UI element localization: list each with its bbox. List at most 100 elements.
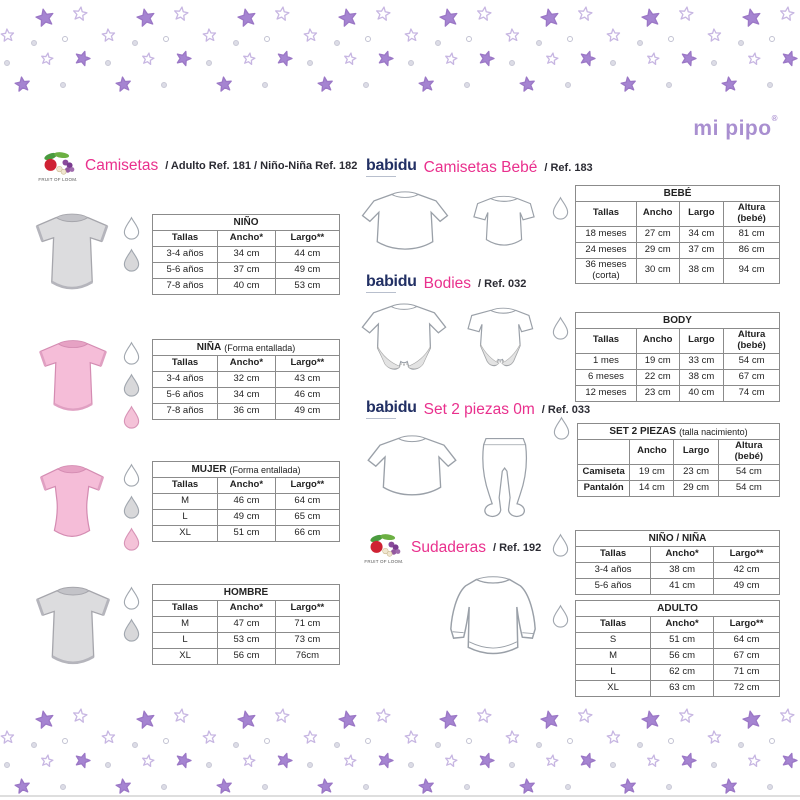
star-icon [275, 6, 290, 21]
section-title-bodies: Bodies [423, 274, 472, 292]
star-icon [681, 50, 697, 67]
star-icon [477, 6, 492, 21]
star-icon [780, 708, 795, 723]
body-shortsleeve-illustration [467, 307, 534, 367]
size-table-ninonina: NIÑO / NIÑA Tallas Ancho* Largo** 3-4 años 38… [575, 530, 780, 595]
table-cell: 7-8 años [153, 279, 219, 294]
table-row: 18 meses 27 cm 34 cm 81 cm [576, 226, 779, 243]
star-icon [546, 754, 559, 768]
table-cell: 36 meses (corta) [576, 258, 637, 283]
table-header-row: Tallas Ancho Largo Altura (bebé) [576, 202, 779, 227]
fruit-logo-caption: FRUIT OF LOOM. [38, 177, 78, 182]
size-table-adulto: ADULTO Tallas Ancho* Largo** S 51 cm 64 cm M 56 … [575, 600, 780, 697]
star-icon [378, 752, 394, 769]
table-title: BEBÉ [576, 186, 779, 202]
table-cell: 7-8 años [153, 404, 219, 419]
table-row: XL 51 cm 66 cm [153, 526, 339, 541]
table-cell: 74 cm [738, 386, 765, 398]
column-header: Largo** [290, 479, 325, 491]
table-cell: 41 cm [651, 579, 715, 594]
table-cell: 94 cm [738, 264, 765, 276]
babidu-logo: babidu [366, 274, 417, 293]
table-cell: 22 cm [637, 369, 680, 385]
star-icon [202, 28, 217, 42]
table-cell: 49 cm [294, 405, 321, 417]
table-row: Pantalón 14 cm 29 cm 54 cm [578, 480, 779, 496]
dot-icon [60, 82, 66, 88]
table-header-row: Tallas Ancho Largo Altura (bebé) [576, 329, 779, 354]
table-row: M 47 cm 71 cm [153, 617, 339, 633]
table-header-row: Tallas Ancho* Largo** [153, 601, 339, 617]
babidu-logo: babidu [366, 400, 417, 419]
dot-icon [466, 738, 472, 744]
table-row: M 56 cm 67 cm [576, 649, 779, 665]
table-title: BODY [576, 313, 779, 329]
dot-icon [435, 40, 441, 46]
column-header: Ancho* [218, 478, 276, 493]
dot-icon [206, 60, 212, 66]
dot-icon [767, 82, 773, 88]
star-icon [540, 710, 559, 729]
size-table-mujer: MUJER (Forma entallada) Tallas Ancho* Largo*… [152, 461, 340, 542]
size-table-hombre: HOMBRE Tallas Ancho* Largo** M 47 cm 71 cm L 53 … [152, 584, 340, 665]
star-icon [338, 710, 357, 729]
dot-icon [464, 784, 470, 790]
table-row: S 51 cm 64 cm [576, 633, 779, 649]
section-header-camisetas-bebe: babidu Camisetas Bebé / Ref. 183 [366, 158, 593, 177]
star-icon [75, 752, 91, 769]
baby-shirt-shortsleeve-illustration [473, 195, 535, 246]
star-icon [275, 708, 290, 723]
drop-icon-gray [122, 373, 141, 402]
table-cell: 67 cm [738, 370, 765, 382]
section-ref-camisetas: / Adulto Ref. 181 / Niño-Niña Ref. 182 [165, 160, 358, 172]
drop-icon-white [551, 533, 570, 562]
star-icon [317, 778, 333, 794]
dot-icon [466, 36, 472, 42]
table-cell: 24 meses [576, 242, 637, 258]
color-drops-body [551, 316, 570, 345]
star-icon [546, 52, 559, 66]
table-cell: 46 cm [294, 389, 321, 401]
table-cell: 49 cm [218, 510, 276, 525]
dot-icon [363, 784, 369, 790]
dot-icon [435, 742, 441, 748]
star-icon [578, 708, 593, 723]
table-title: NIÑO / NIÑA [576, 531, 779, 547]
star-icon [606, 730, 621, 744]
star-icon [75, 50, 91, 67]
star-icon [647, 52, 660, 66]
column-header: Altura (bebé) [734, 440, 764, 462]
star-icon [0, 730, 15, 744]
table-cell: 71 cm [733, 666, 760, 678]
set-shirt-illustration [367, 435, 457, 496]
column-header: Largo [674, 440, 719, 464]
table-row: 3-4 años 32 cm 43 cm [153, 372, 339, 388]
dot-icon [262, 82, 268, 88]
dot-icon [161, 784, 167, 790]
table-title: MUJER (Forma entallada) [153, 462, 339, 478]
star-icon [0, 28, 15, 42]
table-row: XL 63 cm 72 cm [576, 681, 779, 696]
star-icon [404, 730, 419, 744]
star-icon [578, 6, 593, 21]
table-cell: M [576, 649, 652, 664]
dot-icon [565, 82, 571, 88]
section-ref-set2piezas: / Ref. 033 [541, 403, 591, 416]
star-pattern-top [0, 0, 800, 100]
star-icon [376, 6, 391, 21]
table-cell: 32 cm [218, 372, 276, 387]
star-icon [378, 50, 394, 67]
color-drops-nina [122, 341, 141, 434]
table-row: 36 meses (corta) 30 cm 38 cm 94 cm [576, 258, 779, 283]
star-icon [479, 50, 495, 67]
color-drops-ninonina [551, 533, 570, 562]
dot-icon [711, 60, 717, 66]
dot-icon [264, 36, 270, 42]
dot-icon [610, 762, 616, 768]
dot-icon [509, 762, 515, 768]
dot-icon [565, 784, 571, 790]
star-icon [376, 708, 391, 723]
babidu-tagline [366, 291, 396, 293]
star-icon [176, 752, 192, 769]
table-cell: 73 cm [294, 634, 321, 646]
